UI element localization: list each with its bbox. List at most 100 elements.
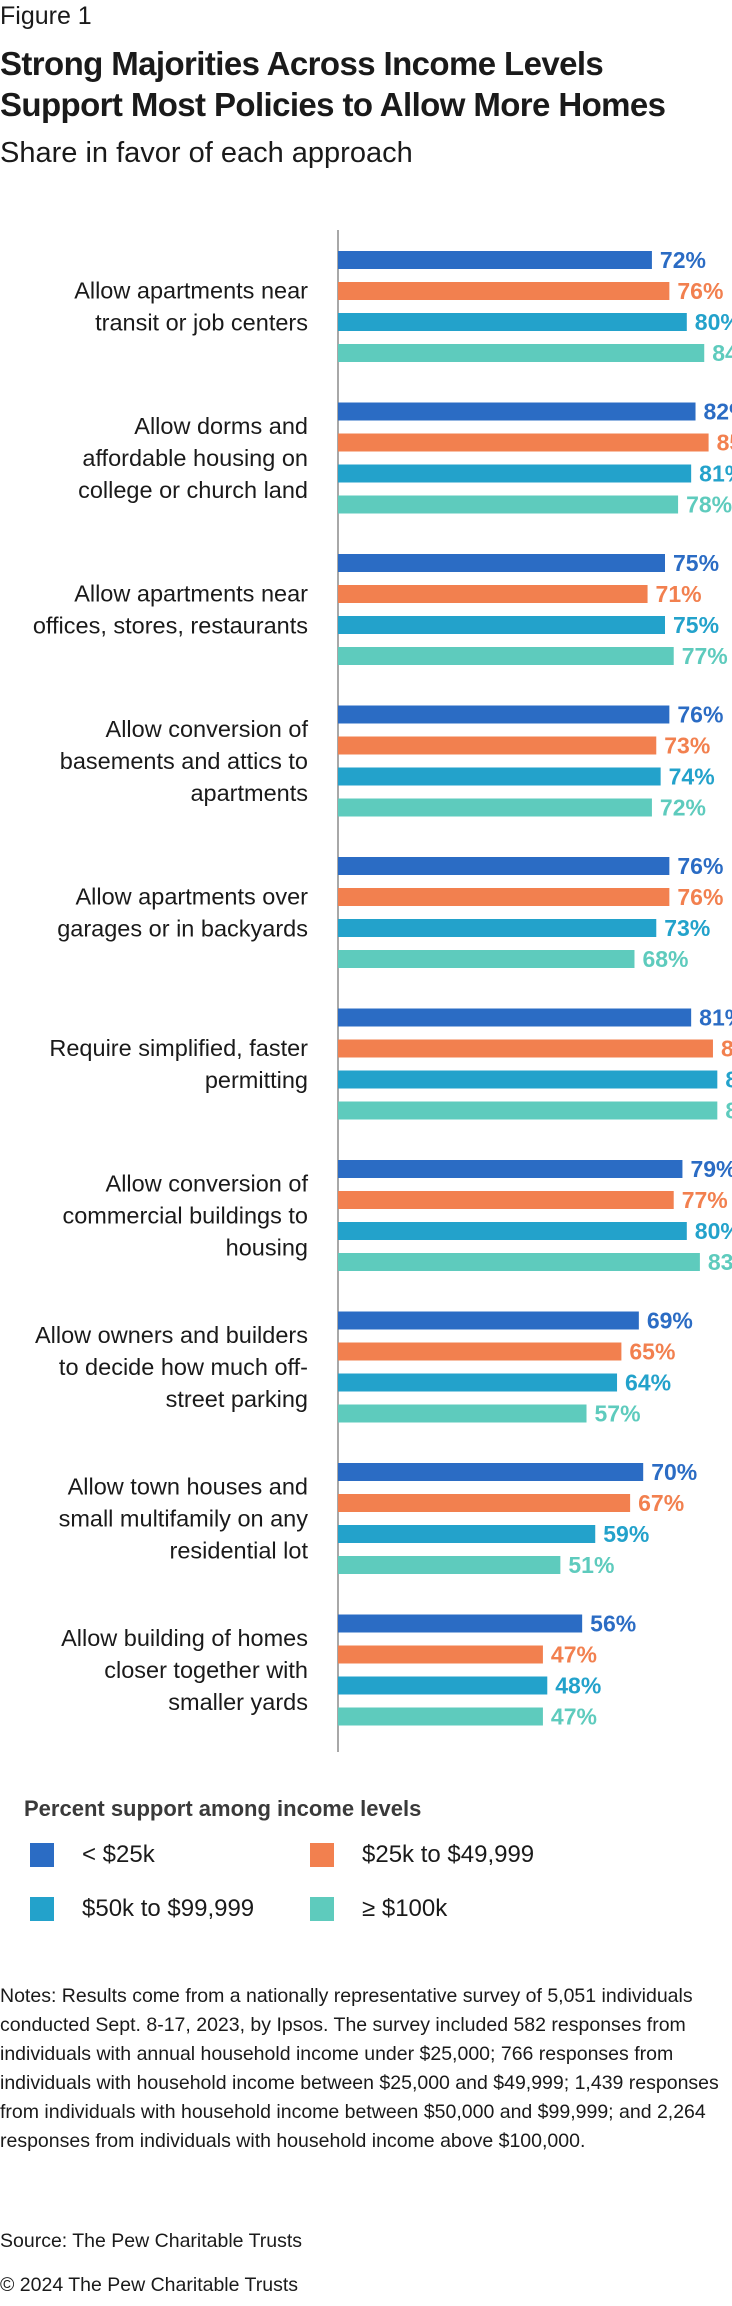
data-label: 87% [725,1067,732,1093]
bar [338,647,674,665]
data-label: 72% [660,247,706,273]
bar [338,767,661,786]
legend-item-100k-plus: ≥ $100k [310,1895,447,1923]
data-label: 81% [699,1005,732,1031]
bar [338,1191,674,1209]
data-label: 75% [673,612,719,638]
category-label: to decide how much off- [59,1354,308,1380]
category-label: Allow apartments near [74,581,308,607]
bar [338,1222,687,1240]
bar [338,313,687,331]
bar [338,1645,543,1664]
legend-title: Percent support among income levels [24,1796,422,1821]
data-label: 47% [551,1704,597,1730]
data-label: 75% [673,550,719,576]
category-label: Allow dorms and [134,413,308,439]
copyright: © 2024 The Pew Charitable Trusts [0,2274,298,2296]
data-label: 68% [642,946,688,972]
bar [338,1676,548,1695]
data-label: 86% [721,1036,732,1062]
category-label: garages or in backyards [57,916,308,942]
data-label: 57% [595,1401,641,1427]
data-label: 76% [677,884,723,910]
figure-label: Figure 1 [0,2,92,30]
data-label: 73% [664,733,710,759]
bar-chart: Allow apartments near transit or job cent… [33,230,732,1752]
bar [338,616,665,634]
bar [338,585,648,603]
legend-swatch-100k-plus [310,1897,334,1921]
bar [338,1707,543,1726]
bar [338,433,709,452]
bar [338,1160,683,1178]
chart-title-line-2: Support Most Policies to Allow More Home… [0,86,666,123]
bar [338,251,652,269]
bar [338,344,705,362]
category-label: Allow apartments near [74,278,308,304]
data-label: 76% [677,853,723,879]
bar [338,282,670,300]
category-label: transit or job centers [95,310,308,336]
category-label: closer together with [104,1657,308,1683]
category-label: Require simplified, faster [49,1035,308,1061]
bar [338,705,670,724]
data-label: 87% [725,1098,732,1124]
category-label: smaller yards [168,1689,308,1715]
category-label: Allow building of homes [61,1625,308,1651]
data-label: 72% [660,795,706,821]
legend-label-25k-49k: $25k to $49,999 [362,1841,535,1868]
data-label: 48% [555,1673,601,1699]
category-label: residential lot [170,1538,309,1564]
bar [338,554,665,572]
bar [338,919,657,937]
legend-item-under-25k: < $25k [30,1841,155,1869]
data-label: 56% [590,1611,636,1637]
data-label: 77% [682,643,728,669]
bar [338,1556,561,1574]
category-label: Allow apartments over [76,884,309,910]
legend-item-50k-99k: $50k to $99,999 [30,1895,254,1923]
legend-swatch-under-25k [30,1843,54,1867]
bar [338,1101,718,1120]
category-label: affordable housing on [82,445,308,471]
data-label: 73% [664,915,710,941]
bar [338,1525,596,1543]
legend-label-under-25k: < $25k [82,1841,155,1868]
bar [338,1614,583,1633]
category-label: basements and attics to [60,748,308,774]
data-label: 70% [651,1459,697,1485]
bar [338,1039,713,1058]
source: Source: The Pew Charitable Trusts [0,2230,303,2252]
data-label: 74% [669,764,715,790]
data-label: 83% [708,1249,732,1275]
bar [338,1070,718,1089]
notes: Notes: Results come from a nationally re… [0,1985,719,2152]
bar [338,888,670,906]
data-label: 76% [677,278,723,304]
legend-swatch-50k-99k [30,1897,54,1921]
data-label: 64% [625,1370,671,1396]
category-label: Allow owners and builders [35,1322,308,1348]
bar [338,1373,618,1392]
category-label: Allow conversion of [106,1171,309,1197]
data-label: 67% [638,1490,684,1516]
data-label: 77% [682,1187,728,1213]
bar [338,1342,622,1361]
legend-label-100k-plus: ≥ $100k [362,1895,448,1922]
data-label: 82% [704,399,732,425]
data-label: 76% [677,702,723,728]
data-label: 59% [603,1521,649,1547]
category-label: permitting [205,1067,308,1093]
legend-label-50k-99k: $50k to $99,999 [82,1895,255,1922]
category-label: Allow conversion of [106,716,309,742]
bar [338,1463,644,1481]
bar [338,464,692,483]
bar [338,1008,692,1027]
bar [338,402,696,421]
bar [338,1404,587,1423]
category-label: offices, stores, restaurants [33,613,308,639]
bar [338,857,670,875]
data-label: 78% [686,492,732,518]
category-label: apartments [190,780,308,806]
category-label: college or church land [78,477,308,503]
